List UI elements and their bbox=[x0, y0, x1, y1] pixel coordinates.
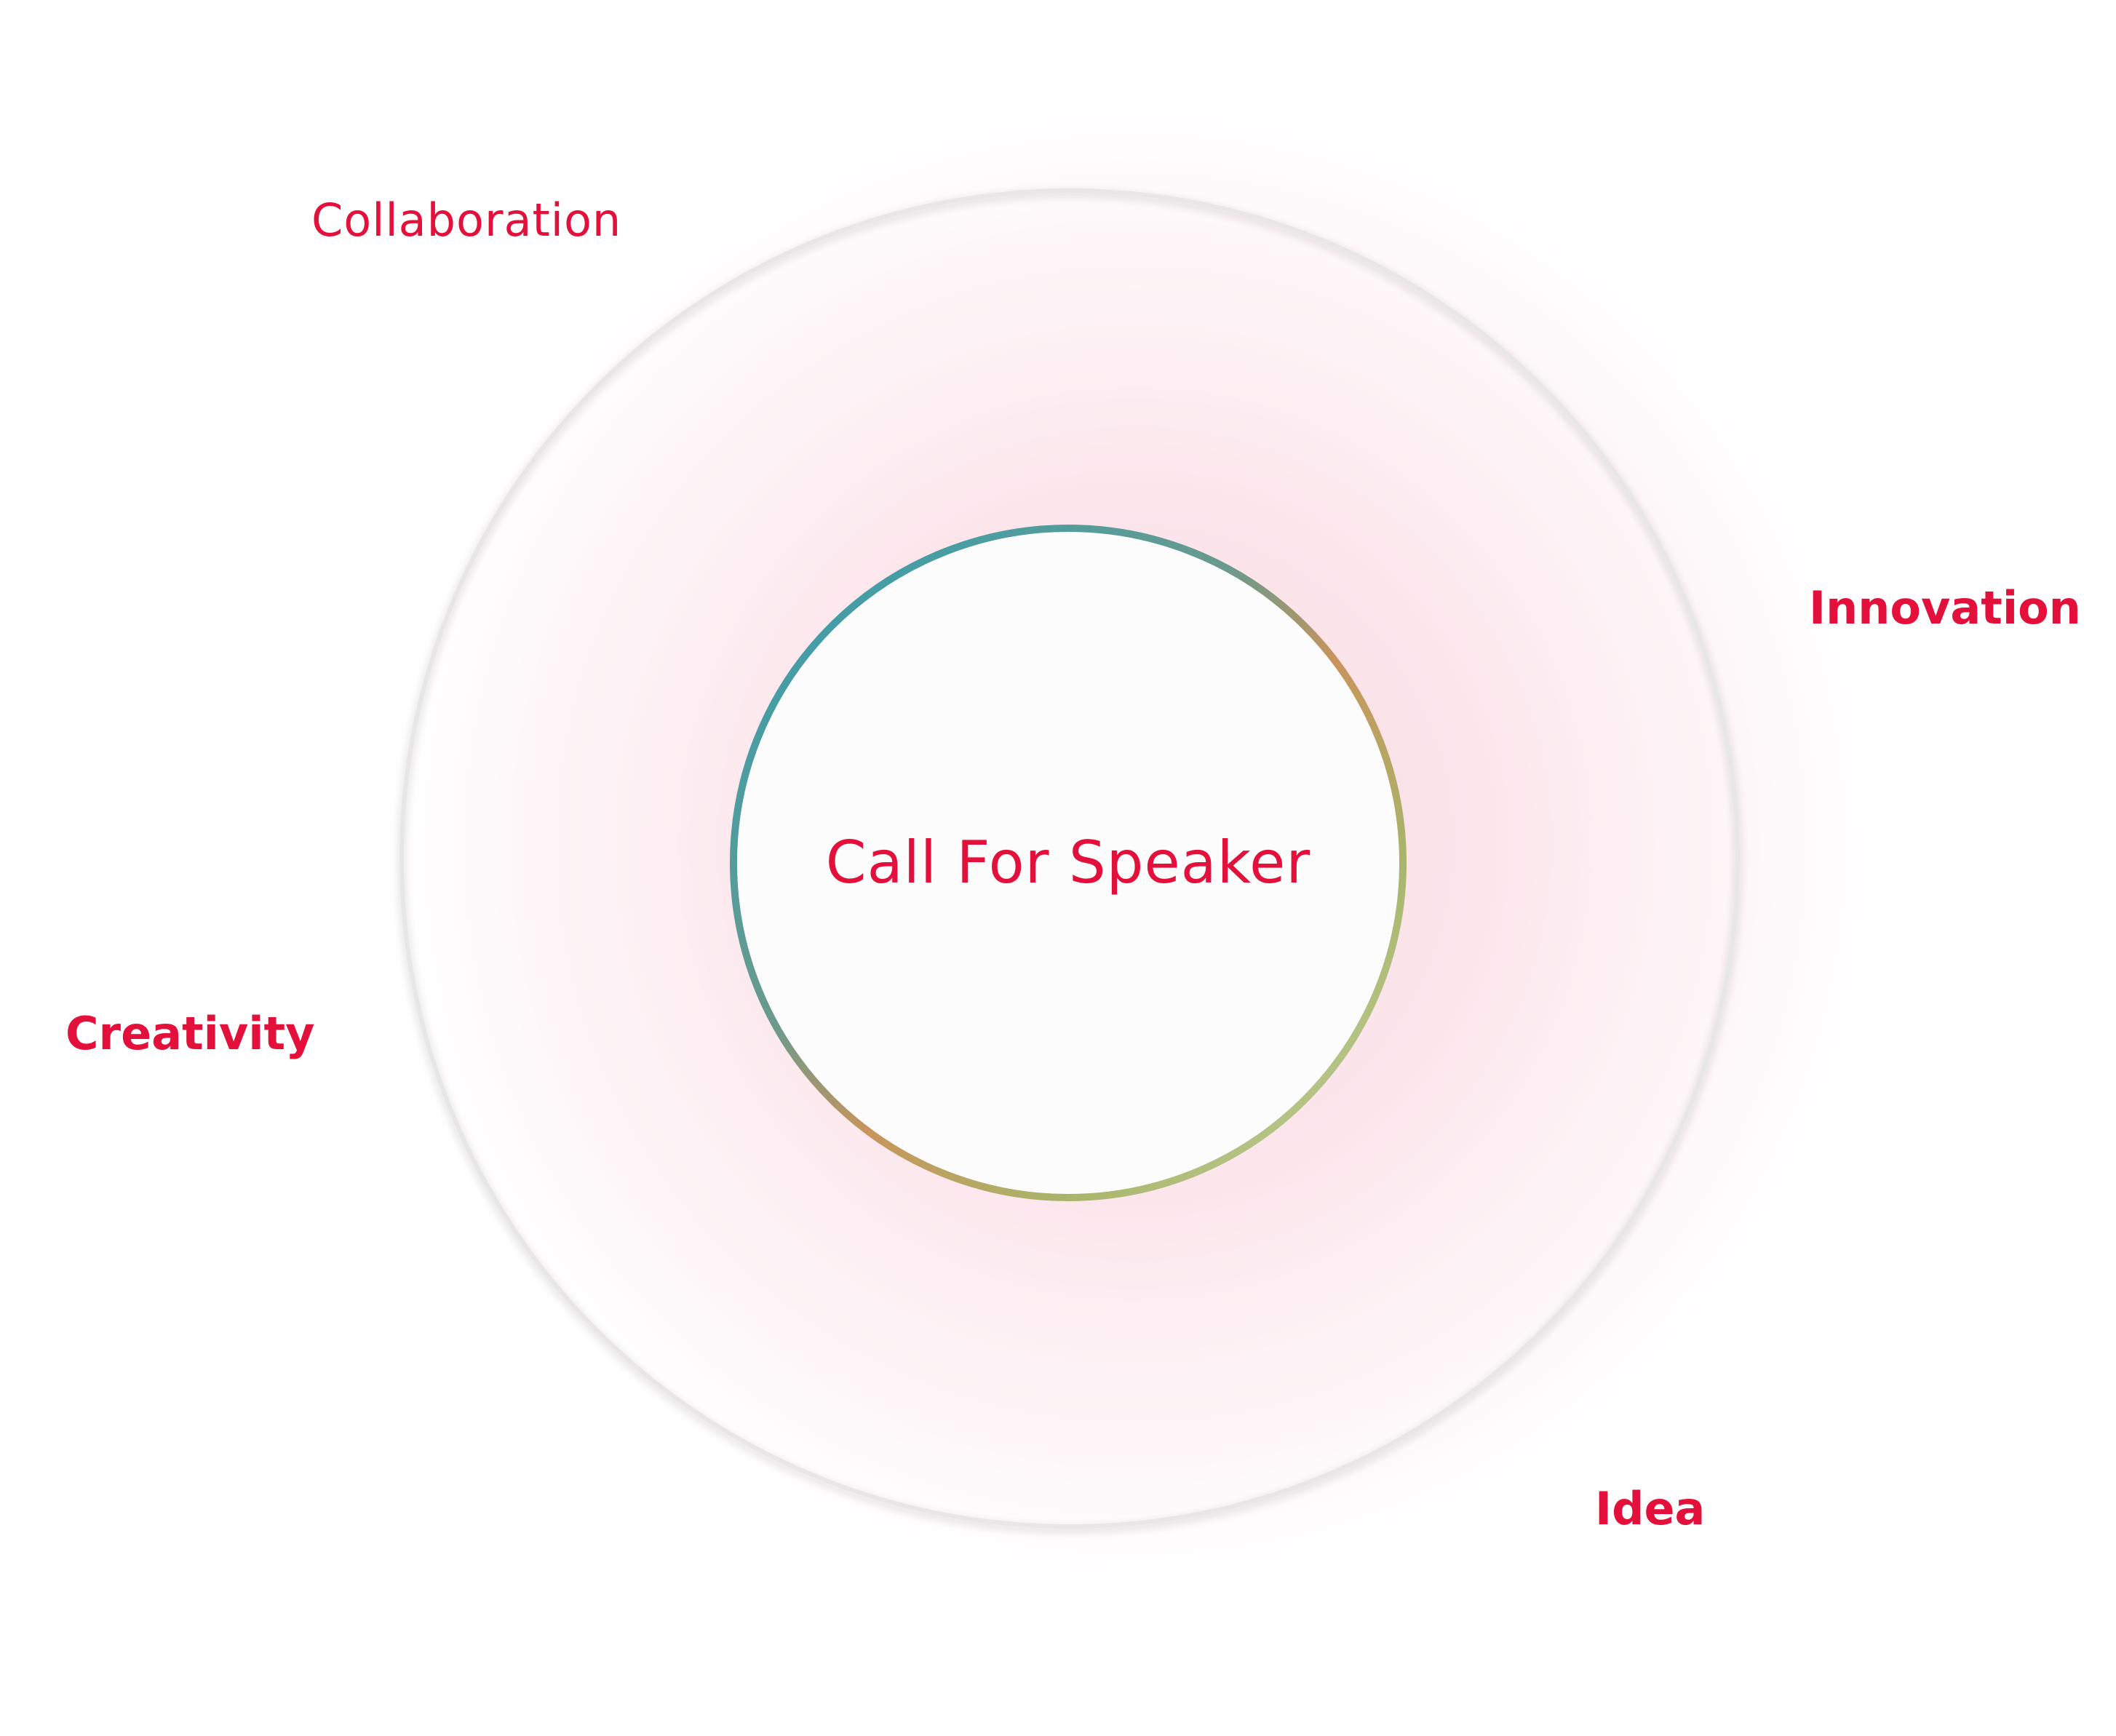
node-label-collaboration: Collaboration bbox=[311, 194, 622, 247]
center-disc bbox=[733, 528, 1403, 1198]
node-label-idea: Idea bbox=[1595, 1482, 1706, 1535]
node-label-creativity: Creativity bbox=[65, 1007, 315, 1060]
outer-ring bbox=[399, 188, 1740, 1529]
center-gradient-ring bbox=[730, 525, 1407, 1201]
center-title: Call For Speaker bbox=[825, 829, 1311, 896]
node-label-innovation: Innovation bbox=[1809, 581, 2081, 634]
